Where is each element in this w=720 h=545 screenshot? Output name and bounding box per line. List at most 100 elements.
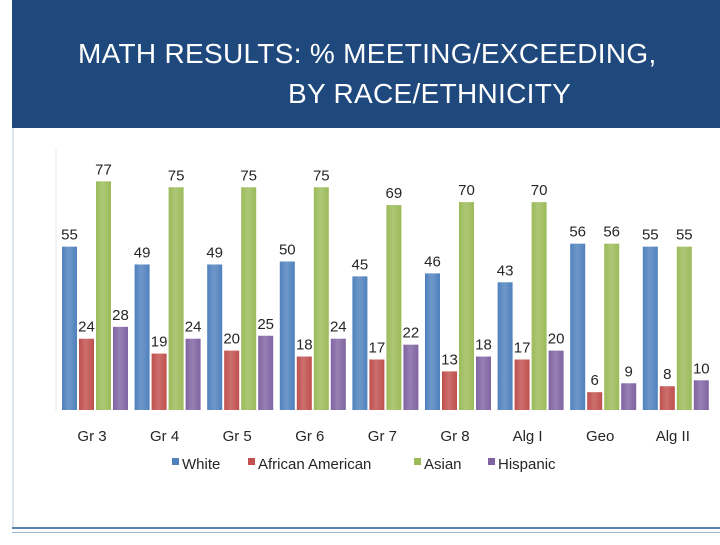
bar-hispanic-gr-5 (258, 335, 274, 410)
data-label-hispanic-gr-6: 24 (330, 319, 347, 336)
legend-label-hispanic: Hispanic (498, 456, 556, 473)
footer-rule (12, 527, 720, 529)
data-label-african-american-gr-3: 24 (78, 319, 95, 336)
data-label-white-gr-4: 49 (134, 244, 151, 261)
bar-asian-gr-5 (241, 187, 257, 410)
bar-african-american-gr-4 (151, 353, 167, 410)
category-label-alg-i: Alg I (513, 428, 543, 445)
data-label-hispanic-gr-8: 18 (475, 337, 492, 354)
data-label-african-american-alg-i: 17 (514, 340, 531, 357)
title-banner: MATH RESULTS: % MEETING/EXCEEDING, BY RA… (12, 0, 720, 128)
bar-white-geo (570, 243, 586, 410)
data-label-hispanic-gr-7: 22 (403, 325, 420, 342)
data-label-white-gr-7: 45 (352, 256, 369, 273)
bar-asian-gr-3 (96, 181, 111, 410)
legend-label-white: White (182, 456, 220, 473)
data-label-white-alg-ii: 55 (642, 227, 659, 244)
bar-asian-gr-7 (386, 205, 402, 410)
bar-hispanic-gr-3 (113, 326, 128, 410)
data-label-african-american-alg-ii: 8 (663, 366, 671, 383)
legend: White African American Asian Hispanic (172, 456, 556, 473)
bar-african-american-geo (587, 392, 603, 410)
category-label-geo: Geo (586, 428, 614, 445)
bar-hispanic-gr-8 (476, 356, 491, 410)
bar-african-american-gr-6 (296, 356, 312, 410)
bar-hispanic-alg-ii (693, 380, 709, 410)
bar-african-american-gr-5 (224, 350, 240, 410)
chart-area: 55 24 77 28 49 19 75 24 49 20 75 25 50 18 75 24 45 17 69 22… (0, 128, 720, 540)
data-label-hispanic-alg-i: 20 (548, 331, 565, 348)
category-label-gr-7: Gr 7 (368, 428, 397, 445)
bar-asian-alg-ii (676, 246, 692, 410)
category-label-gr-5: Gr 5 (223, 428, 252, 445)
data-label-asian-gr-4: 75 (168, 167, 185, 184)
legend-label-asian: Asian (424, 456, 462, 473)
data-label-white-gr-3: 55 (61, 227, 78, 244)
legend-swatch-asian (414, 458, 421, 465)
data-label-asian-gr-6: 75 (313, 167, 330, 184)
bar-hispanic-alg-i (548, 350, 564, 410)
chart-title-line-1: MATH RESULTS: % MEETING/EXCEEDING, (78, 38, 657, 69)
bar-hispanic-geo (621, 383, 637, 410)
footer-rule-thin (12, 532, 720, 533)
data-label-asian-geo: 56 (603, 224, 620, 241)
category-label-alg-ii: Alg II (656, 428, 690, 445)
bar-asian-gr-4 (168, 187, 184, 410)
bar-african-american-gr-3 (79, 338, 94, 410)
bar-white-alg-i (497, 282, 513, 410)
data-label-hispanic-gr-4: 24 (185, 319, 202, 336)
data-label-asian-gr-5: 75 (240, 167, 257, 184)
chart-title: MATH RESULTS: % MEETING/EXCEEDING, BY RA… (12, 34, 720, 114)
bar-white-gr-6 (279, 261, 295, 410)
data-label-asian-alg-i: 70 (531, 182, 548, 199)
category-label-gr-6: Gr 6 (295, 428, 324, 445)
category-label-gr-3: Gr 3 (77, 428, 106, 445)
bar-african-american-gr-7 (369, 359, 385, 410)
bar-asian-gr-6 (313, 187, 329, 410)
data-label-african-american-gr-4: 19 (151, 334, 168, 351)
data-label-hispanic-geo: 9 (625, 363, 633, 380)
data-label-asian-alg-ii: 55 (676, 227, 693, 244)
data-label-white-alg-i: 43 (497, 262, 514, 279)
bar-white-gr-3 (62, 246, 77, 410)
category-axis-labels: Gr 3 Gr 4 Gr 5 Gr 6 Gr 7 Gr 8 Alg I Geo Alg II (77, 428, 689, 445)
bar-chart: 5524772849197524492075255018752445176922… (55, 150, 710, 473)
data-label-hispanic-alg-ii: 10 (693, 360, 710, 377)
legend-swatch-hispanic (488, 458, 495, 465)
chart-title-line-2: BY RACE/ETHNICITY (288, 78, 572, 109)
bar-african-american-alg-ii (659, 386, 675, 410)
bar-hispanic-gr-6 (330, 338, 346, 410)
bar-hispanic-gr-7 (403, 344, 419, 410)
data-label-asian-gr-3: 77 (95, 161, 112, 178)
bar-white-gr-7 (352, 276, 368, 410)
bar-african-american-alg-i (514, 359, 530, 410)
bar-african-american-gr-8 (442, 371, 457, 410)
legend-swatch-african-american (248, 458, 255, 465)
bar-white-gr-5 (207, 264, 223, 410)
bar-white-gr-8 (425, 273, 440, 410)
legend-label-african-american: African American (258, 456, 371, 473)
bars-layer (62, 181, 709, 410)
bar-asian-gr-8 (459, 202, 474, 410)
bar-white-gr-4 (134, 264, 150, 410)
legend-swatch-white (172, 458, 179, 465)
data-label-african-american-gr-6: 18 (296, 337, 313, 354)
data-label-african-american-geo: 6 (591, 372, 599, 389)
category-label-gr-8: Gr 8 (440, 428, 469, 445)
data-label-white-gr-6: 50 (279, 242, 296, 259)
bar-hispanic-gr-4 (185, 338, 201, 410)
category-label-gr-4: Gr 4 (150, 428, 179, 445)
data-label-asian-gr-8: 70 (458, 182, 475, 199)
data-label-african-american-gr-7: 17 (369, 340, 386, 357)
bar-white-alg-ii (642, 246, 658, 410)
data-label-hispanic-gr-5: 25 (257, 316, 274, 333)
left-accent-rule (12, 128, 14, 528)
data-label-hispanic-gr-3: 28 (112, 307, 129, 324)
data-labels-layer: 5524772849197524492075255018752445176922… (61, 161, 709, 389)
data-label-african-american-gr-8: 13 (441, 351, 458, 368)
bar-asian-alg-i (531, 202, 547, 410)
data-label-white-geo: 56 (569, 224, 586, 241)
data-label-white-gr-8: 46 (424, 253, 441, 270)
data-label-african-american-gr-5: 20 (223, 331, 240, 348)
bar-asian-geo (604, 243, 620, 410)
